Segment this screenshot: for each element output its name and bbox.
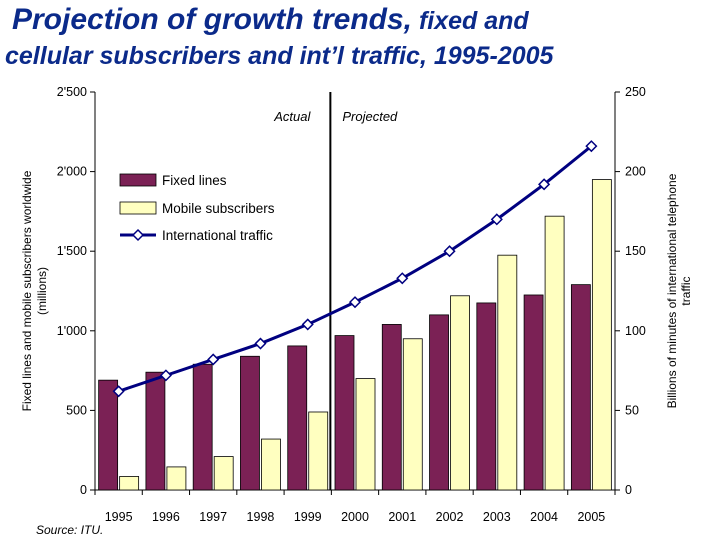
bar-fixed-lines [192, 363, 213, 491]
bar-mobile-subscribers [402, 338, 423, 491]
x-tick-label: 1997 [199, 510, 227, 524]
point-international-traffic [585, 140, 598, 153]
projected-label: Projected [342, 109, 398, 124]
point-international-traffic [538, 178, 551, 191]
x-tick-label: 2001 [388, 510, 416, 524]
y-right-tick-label: 0 [625, 483, 632, 497]
y-left-tick-label: 1'000 [57, 324, 87, 338]
x-tick-label: 1999 [294, 510, 322, 524]
bar-fixed-lines [523, 294, 544, 491]
x-tick-label: 2000 [341, 510, 369, 524]
legend-swatch-fixed-lines [119, 173, 157, 187]
bar-fixed-lines [570, 284, 591, 491]
y-right-tick-label: 250 [625, 85, 646, 99]
bar-fixed-lines [381, 324, 402, 491]
y-left-axis-title-line-1: Fixed lines and mobile subscribers world… [20, 170, 34, 411]
point-international-traffic [301, 318, 314, 331]
bar-fixed-lines [98, 379, 119, 491]
y-right-tick-label: 100 [625, 324, 646, 338]
point-international-traffic [159, 369, 172, 382]
point-international-traffic [396, 272, 409, 285]
bar-fixed-lines [240, 355, 260, 491]
bar-mobile-subscribers [119, 476, 140, 491]
legend-marker-international-traffic [131, 228, 145, 242]
bar-fixed-lines [476, 302, 497, 491]
chart-title-line-1: Projection of growth trends, fixed and [12, 3, 529, 37]
y-right-tick-label: 50 [625, 403, 639, 417]
bar-mobile-subscribers [213, 456, 234, 491]
bar-fixed-lines [429, 314, 449, 491]
bar-mobile-subscribers [355, 378, 376, 491]
point-international-traffic [112, 385, 125, 398]
legend-swatch-mobile-subscribers [119, 201, 157, 215]
bar-mobile-subscribers [591, 179, 612, 491]
x-tick-label: 2004 [530, 510, 558, 524]
point-international-traffic [348, 296, 362, 309]
point-international-traffic [254, 337, 267, 350]
point-international-traffic [207, 353, 220, 366]
y-right-tick-label: 150 [625, 244, 646, 258]
bar-mobile-subscribers [166, 466, 187, 491]
x-tick-label: 2005 [577, 510, 605, 524]
legend-label-mobile-subscribers: Mobile subscribers [162, 201, 275, 216]
actual-label: Actual [273, 109, 311, 124]
bar-mobile-subscribers [308, 411, 329, 491]
bar-fixed-lines [145, 371, 166, 491]
bar-mobile-subscribers [544, 215, 565, 491]
x-tick-label: 2003 [483, 510, 511, 524]
y-right-axis-title-line-2: traffic [679, 276, 693, 305]
y-left-tick-label: 2'000 [57, 165, 87, 179]
legend-label-international-traffic: International traffic [162, 228, 273, 243]
point-international-traffic [490, 213, 503, 226]
x-tick-label: 1995 [105, 510, 133, 524]
bar-mobile-subscribers [450, 295, 470, 491]
legend-label-fixed-lines: Fixed lines [162, 173, 227, 188]
bar-mobile-subscribers [497, 254, 518, 491]
y-right-tick-label: 200 [625, 165, 646, 179]
y-left-tick-label: 0 [80, 483, 87, 497]
bar-mobile-subscribers [261, 438, 281, 491]
chart-title-line-2: cellular subscribers and int’l traffic, … [5, 42, 554, 70]
bar-fixed-lines [287, 345, 308, 491]
y-left-tick-label: 500 [66, 403, 87, 417]
source-note: Source: ITU. [36, 523, 104, 537]
bar-fixed-lines [334, 335, 355, 491]
chart-title-sub: fixed and [412, 7, 529, 35]
y-right-axis-title-line-1: Billions of minutes of international tel… [665, 173, 679, 408]
x-tick-label: 1998 [247, 510, 275, 524]
y-left-axis-title-line-2: (millions) [35, 267, 49, 315]
point-international-traffic [443, 245, 456, 258]
x-tick-label: 2002 [436, 510, 464, 524]
chart-title-main: Projection of growth trends, [12, 3, 413, 36]
y-left-tick-label: 1'500 [57, 244, 87, 258]
x-tick-label: 1996 [152, 510, 180, 524]
y-left-tick-label: 2'500 [57, 85, 87, 99]
